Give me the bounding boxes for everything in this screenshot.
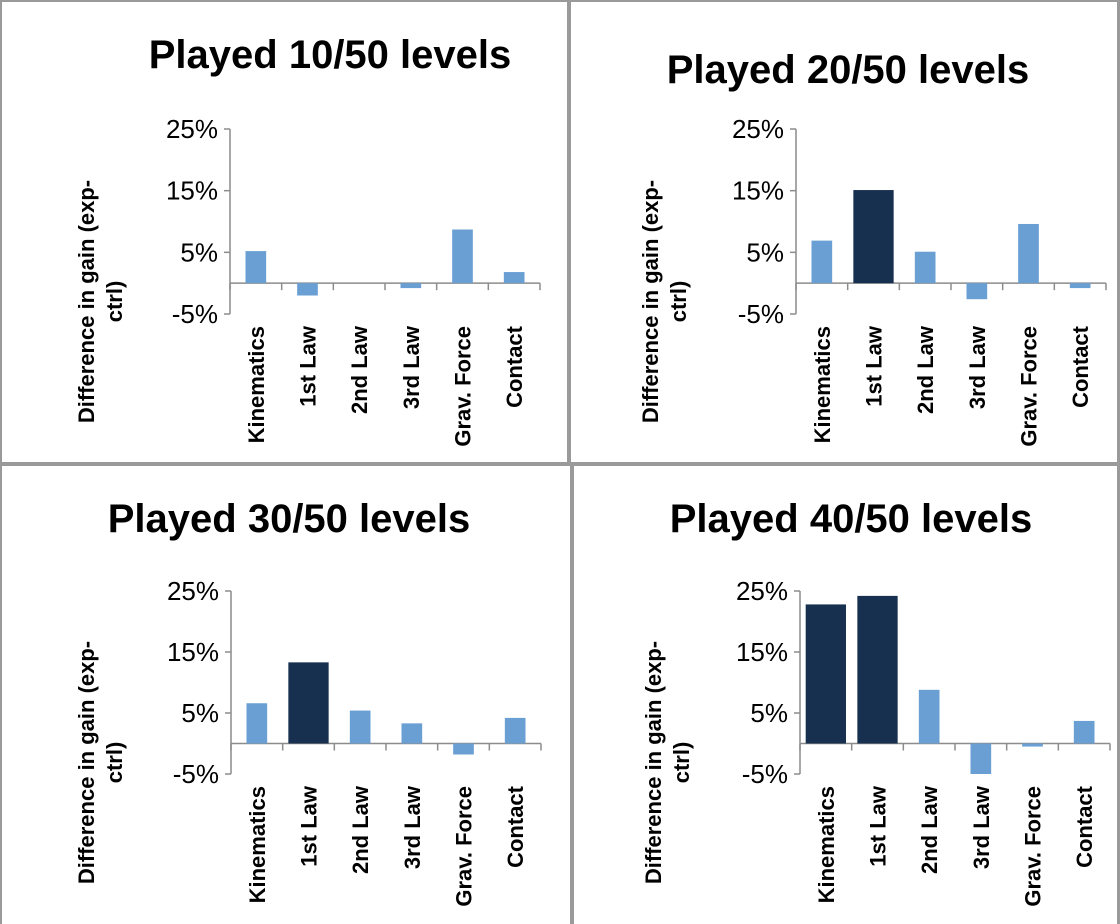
category-label: Grav. Force	[1017, 326, 1042, 447]
divider-vertical-top	[567, 0, 571, 464]
y-tick-label: 5%	[746, 237, 784, 267]
y-axis-label-line1: Difference in gain (exp-	[641, 641, 666, 884]
y-axis-label-line1: Difference in gain (exp-	[74, 641, 99, 884]
bar-kinematics	[246, 703, 268, 744]
category-label: Kinematics	[245, 786, 270, 903]
category-label: Kinematics	[244, 326, 269, 443]
bar-1st-law	[297, 283, 318, 296]
chart-title: Played 10/50 levels	[149, 33, 512, 77]
bar-contact	[1073, 720, 1095, 744]
chart-svg-4: Played 40/50 levels Difference in gain (e…	[641, 497, 1111, 907]
y-tick-label: 25%	[166, 114, 218, 144]
bar-2nd-law	[349, 710, 371, 744]
y-tick-label: -5%	[738, 299, 784, 329]
bar-grav-force	[1022, 743, 1043, 747]
y-axis-label-group: Difference in gain (exp-ctrl)	[74, 641, 127, 884]
category-label: 1st Law	[297, 785, 322, 867]
bar-contact	[1069, 283, 1091, 289]
category-label: Contact	[503, 785, 528, 868]
y-tick-label: 25%	[732, 114, 784, 144]
chart-svg-1: Played 10/50 levels Difference in gain (e…	[74, 33, 541, 447]
bar-kinematics	[805, 604, 846, 744]
bar-1st-law	[288, 662, 329, 744]
bar-3rd-law	[401, 723, 423, 744]
chart-svg-2: Played 20/50 levels Difference in gain (e…	[638, 48, 1107, 447]
category-label: 2nd Law	[348, 785, 373, 874]
y-tick-label: 15%	[167, 637, 219, 667]
bar-2nd-law	[918, 689, 940, 744]
y-tick-label: -5%	[742, 759, 788, 789]
chart-panel-2: Played 20/50 levels Difference in gain (e…	[571, 2, 1117, 462]
bar-3rd-law	[400, 283, 422, 289]
category-label: Contact	[1068, 325, 1093, 408]
bar-2nd-law	[914, 251, 936, 284]
bar-grav-force	[1018, 223, 1039, 284]
category-label: Grav. Force	[451, 326, 476, 447]
y-axis-label-line2: ctrl)	[102, 281, 127, 323]
bar-kinematics	[245, 251, 267, 284]
bar-contact	[504, 717, 526, 744]
y-axis-label-line1: Difference in gain (exp-	[74, 180, 99, 423]
y-tick-label: 15%	[736, 637, 788, 667]
divider-horizontal	[0, 462, 1120, 466]
category-label: 1st Law	[296, 325, 321, 407]
chart-svg-3: Played 30/50 levels Difference in gain (e…	[74, 497, 542, 907]
y-axis-label-group: Difference in gain (exp-ctrl)	[74, 180, 127, 423]
y-tick-label: 15%	[732, 176, 784, 206]
bar-grav-force	[453, 743, 474, 755]
divider-vertical-bottom	[570, 464, 574, 924]
chart-title: Played 30/50 levels	[108, 497, 471, 541]
chart-panel-1: Played 10/50 levels Difference in gain (e…	[2, 2, 567, 462]
category-label: Kinematics	[810, 326, 835, 443]
category-label: 1st Law	[866, 785, 891, 867]
bar-grav-force	[452, 229, 473, 284]
bar-3rd-law	[970, 743, 992, 774]
y-axis-label-group: Difference in gain (exp-ctrl)	[641, 641, 694, 884]
category-label: 2nd Law	[913, 325, 938, 414]
bar-1st-law	[853, 190, 894, 284]
category-label: 2nd Law	[917, 785, 942, 874]
chart-panel-3: Played 30/50 levels Difference in gain (e…	[2, 466, 570, 924]
y-tick-label: -5%	[173, 759, 219, 789]
category-label: 3rd Law	[965, 325, 990, 409]
category-label: Contact	[502, 325, 527, 408]
y-tick-label: 25%	[167, 576, 219, 606]
chart-title: Played 40/50 levels	[670, 497, 1033, 541]
category-label: Grav. Force	[452, 786, 477, 907]
category-label: Contact	[1072, 785, 1097, 868]
category-label: 3rd Law	[399, 325, 424, 409]
y-tick-label: 5%	[750, 698, 788, 728]
bar-contact	[503, 272, 525, 284]
y-tick-label: 15%	[166, 176, 218, 206]
y-axis-label-line2: ctrl)	[666, 281, 691, 323]
category-label: 1st Law	[862, 325, 887, 407]
y-tick-label: 5%	[180, 237, 218, 267]
chart-title: Played 20/50 levels	[667, 48, 1030, 92]
y-axis-label-line2: ctrl)	[669, 742, 694, 784]
y-axis-label-line2: ctrl)	[102, 742, 127, 784]
chart-panel-4: Played 40/50 levels Difference in gain (e…	[574, 466, 1117, 924]
category-label: 2nd Law	[347, 325, 372, 414]
bar-3rd-law	[966, 283, 988, 300]
category-label: Grav. Force	[1021, 786, 1046, 907]
border-top	[0, 0, 1120, 2]
y-tick-label: 25%	[736, 576, 788, 606]
y-axis-label-line1: Difference in gain (exp-	[638, 180, 663, 423]
bar-kinematics	[811, 240, 833, 284]
category-label: 3rd Law	[969, 785, 994, 869]
y-tick-label: -5%	[172, 299, 218, 329]
y-tick-label: 5%	[181, 698, 219, 728]
category-label: 3rd Law	[400, 785, 425, 869]
category-label: Kinematics	[814, 786, 839, 903]
y-axis-label-group: Difference in gain (exp-ctrl)	[638, 180, 691, 423]
bar-1st-law	[857, 595, 898, 744]
